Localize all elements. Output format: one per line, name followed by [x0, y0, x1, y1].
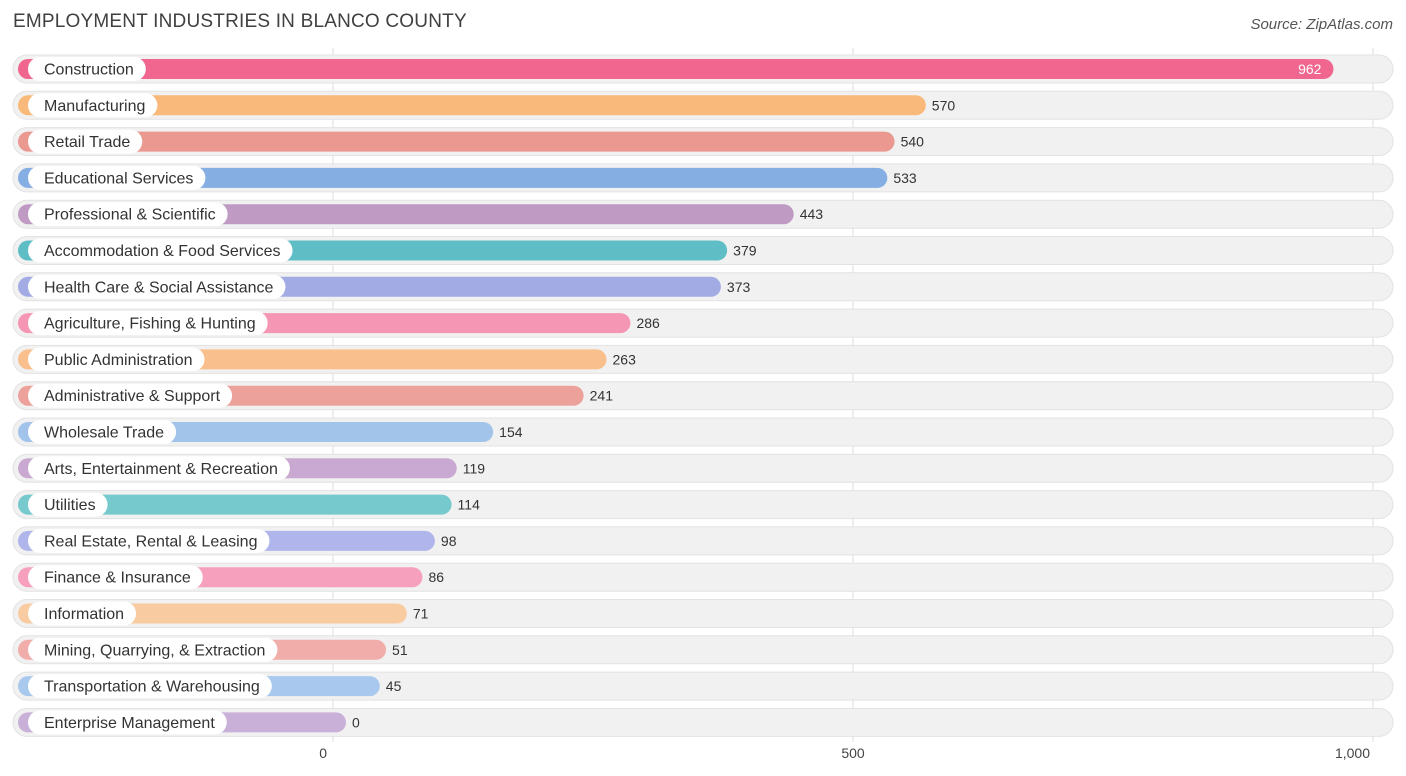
bar-row: Accommodation & Food Services 379 [12, 236, 1394, 265]
bar-row: Manufacturing 570 [12, 90, 1394, 120]
x-axis: 0 500 1,000 [319, 745, 1370, 761]
data-label: 114 [458, 497, 481, 513]
category-label-pill [28, 674, 272, 699]
bar-row: Information 71 [12, 599, 1394, 628]
category-label: Wholesale Trade [44, 425, 164, 442]
data-label: 373 [727, 279, 751, 295]
data-label: 570 [932, 97, 956, 113]
data-label: 119 [463, 460, 486, 476]
bar-row: Public Administration 263 [12, 344, 1394, 374]
category-label: Educational Services [44, 170, 193, 187]
bar-row: Arts, Entertainment & Recreation 119 [12, 453, 1394, 483]
chart-title: EMPLOYMENT INDUSTRIES IN BLANCO COUNTY [13, 11, 467, 32]
data-label: 962 [1298, 61, 1322, 77]
category-label-pill [28, 492, 108, 517]
bar-row: Utilities 114 [12, 490, 1394, 520]
data-label: 71 [413, 606, 429, 622]
category-label: Construction [44, 62, 134, 79]
category-label: Transportation & Warehousing [44, 679, 260, 696]
tick-label: 0 [319, 745, 327, 761]
category-label-pill [28, 274, 286, 299]
category-label: Retail Trade [44, 134, 130, 151]
bar-row: Wholesale Trade 154 [12, 417, 1394, 447]
bar-row: Administrative & Support 241 [12, 381, 1394, 411]
data-label: 0 [352, 714, 360, 730]
category-label-pill [28, 165, 206, 190]
bar-row: Construction 962 [12, 54, 1394, 84]
bar-row: Transportation & Warehousing 45 [12, 671, 1394, 701]
bar [18, 494, 452, 515]
bar [18, 95, 926, 116]
category-label: Mining, Quarrying, & Extraction [44, 642, 265, 659]
data-label: 540 [901, 134, 925, 150]
category-label-pill [28, 601, 137, 626]
tick-label: 500 [841, 745, 865, 761]
data-label: 443 [800, 206, 824, 222]
category-label-pill [28, 420, 177, 444]
bar-track [12, 707, 1394, 737]
category-label: Enterprise Management [44, 715, 215, 732]
bar-row: Agriculture, Fishing & Hunting 286 [12, 308, 1394, 338]
data-label: 45 [386, 678, 402, 694]
bar-row: Health Care & Social Assistance 373 [12, 272, 1394, 302]
category-label-pill [28, 528, 270, 553]
data-label: 51 [392, 642, 408, 658]
data-label: 154 [499, 424, 523, 440]
category-label: Agriculture, Fishing & Hunting [44, 316, 256, 333]
category-label-pill [28, 347, 205, 372]
bar-row: Enterprise Management 0 [12, 707, 1394, 737]
bar-row: Finance & Insurance 86 [12, 562, 1394, 592]
category-label: Professional & Scientific [44, 207, 216, 224]
data-label: 533 [893, 170, 917, 186]
data-label: 286 [636, 315, 660, 331]
category-label-pill [28, 57, 146, 81]
category-label-pill [28, 710, 227, 735]
data-label: 241 [590, 388, 614, 404]
category-label-pill [28, 637, 278, 662]
data-label: 98 [441, 533, 457, 549]
bar-row: Real Estate, Rental & Leasing 98 [12, 526, 1394, 556]
category-label: Administrative & Support [44, 388, 221, 405]
category-label: Information [44, 606, 124, 623]
category-label-pill [28, 565, 203, 590]
category-label: Arts, Entertainment & Recreation [44, 461, 278, 478]
category-label: Manufacturing [44, 98, 145, 115]
category-label: Real Estate, Rental & Leasing [44, 533, 257, 550]
category-label: Utilities [44, 497, 96, 514]
bar-row: Retail Trade 540 [12, 127, 1394, 157]
category-label-pill [28, 456, 290, 481]
category-label-pill [28, 93, 158, 118]
bar [18, 167, 888, 188]
category-label-pill [28, 311, 268, 336]
category-label-pill [28, 202, 228, 227]
data-label: 263 [613, 351, 637, 367]
category-label: Public Administration [44, 352, 193, 369]
category-label-pill [28, 383, 233, 408]
category-label: Health Care & Social Assistance [44, 279, 274, 296]
data-label: 379 [733, 243, 757, 259]
bar-row: Mining, Quarrying, & Extraction 51 [12, 635, 1394, 665]
rows-layer: Construction 962 Manufacturing 570 Retail Tr… [12, 54, 1394, 737]
bar-row: Professional & Scientific 443 [12, 199, 1394, 229]
source-note: Source: ZipAtlas.com [1250, 16, 1393, 33]
tick-label: 1,000 [1335, 745, 1370, 761]
category-label: Accommodation & Food Services [44, 243, 281, 260]
category-label-pill [28, 238, 293, 263]
data-label: 86 [428, 569, 444, 585]
bar [18, 131, 895, 152]
category-label-pill [28, 129, 143, 154]
bar-row: Educational Services 533 [12, 163, 1394, 193]
category-label: Finance & Insurance [44, 570, 191, 587]
bar [18, 59, 1334, 79]
